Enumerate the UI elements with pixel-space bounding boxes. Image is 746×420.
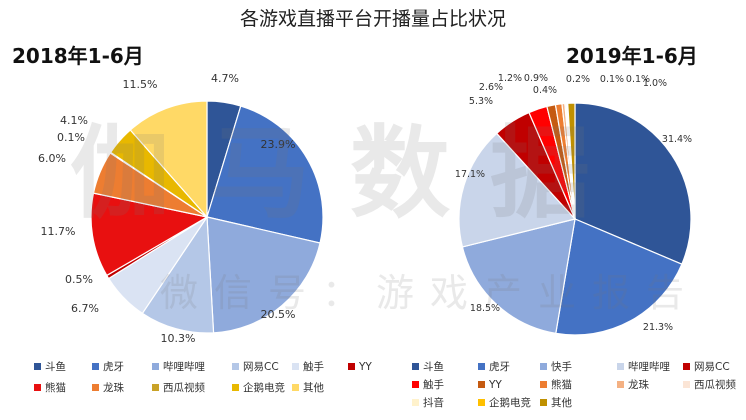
- legend-label-触手: 触手: [423, 378, 444, 391]
- pie-slice-斗鱼: [574, 102, 692, 265]
- data-label-网易CC: 5.3%: [469, 96, 493, 107]
- legend-label-熊猫: 熊猫: [45, 381, 66, 394]
- legend-swatch-企鹅电竞: [232, 384, 239, 391]
- data-label-斗鱼: 4.7%: [211, 72, 239, 85]
- data-label-哔哩哔哩: 20.5%: [261, 308, 296, 321]
- chart-title-2018: 2018年1-6月: [12, 44, 144, 68]
- legend-swatch-西瓜视频: [683, 381, 690, 388]
- legend-label-虎牙: 虎牙: [103, 361, 124, 373]
- legend-label-其他: 其他: [551, 396, 572, 409]
- pie-slice-其他: [567, 102, 576, 220]
- legend-label-抖音: 抖音: [423, 396, 444, 409]
- pie-slice-网易CC: [141, 215, 215, 334]
- legend-label-哔哩哔哩: 哔哩哔哩: [163, 360, 205, 373]
- legend-label-龙珠: 龙珠: [628, 378, 649, 391]
- pie-0: [90, 100, 324, 334]
- legend-swatch-虎牙: [92, 363, 99, 370]
- legend-label-西瓜视频: 西瓜视频: [694, 378, 736, 391]
- legend-label-哔哩哔哩: 哔哩哔哩: [628, 360, 670, 373]
- legend-swatch-YY: [478, 381, 485, 388]
- data-label-网易CC: 10.3%: [161, 332, 196, 345]
- legend-label-网易CC: 网易CC: [694, 361, 730, 373]
- pie-slice-虎牙: [206, 105, 324, 244]
- pie-slice-熊猫: [90, 192, 209, 277]
- legend-label-YY: YY: [488, 379, 502, 391]
- data-label-YY: 1.2%: [498, 73, 522, 84]
- legend-swatch-斗鱼: [412, 363, 419, 370]
- data-label-企鹅电竞: 4.1%: [60, 114, 88, 127]
- legend-swatch-西瓜视频: [152, 384, 159, 391]
- legend-swatch-龙珠: [92, 384, 99, 391]
- chart-title-2019: 2019年1-6月: [566, 44, 698, 68]
- data-label-YY: 0.5%: [65, 273, 93, 286]
- legend-swatch-其他: [292, 384, 299, 391]
- data-label-触手: 6.7%: [71, 302, 99, 315]
- legend-swatch-YY: [348, 363, 355, 370]
- data-label-哔哩哔哩: 17.1%: [455, 169, 485, 180]
- data-label-西瓜视频: 0.2%: [566, 74, 590, 85]
- legend-label-西瓜视频: 西瓜视频: [163, 381, 205, 394]
- legend-label-熊猫: 熊猫: [551, 378, 572, 391]
- legend-swatch-触手: [292, 363, 299, 370]
- legend-label-网易CC: 网易CC: [243, 361, 279, 373]
- legend-label-其他: 其他: [303, 381, 324, 394]
- legend-swatch-网易CC: [683, 363, 690, 370]
- legend-swatch-斗鱼: [34, 363, 41, 370]
- data-label-快手: 18.5%: [470, 303, 500, 314]
- data-label-龙珠: 6.0%: [38, 152, 66, 165]
- data-label-西瓜视频: 0.1%: [57, 131, 85, 144]
- pie-slice-哔哩哔哩: [206, 216, 321, 334]
- legend-swatch-其他: [540, 399, 547, 406]
- legend-label-斗鱼: 斗鱼: [45, 360, 66, 373]
- legend-swatch-快手: [540, 363, 547, 370]
- legend-swatch-熊猫: [540, 381, 547, 388]
- legend-swatch-龙珠: [617, 381, 624, 388]
- legend-label-斗鱼: 斗鱼: [423, 360, 444, 373]
- data-label-虎牙: 23.9%: [261, 138, 296, 151]
- data-label-龙珠: 0.4%: [533, 85, 557, 96]
- legend-label-企鹅电竞: 企鹅电竞: [489, 396, 531, 409]
- data-label-虎牙: 21.3%: [643, 322, 673, 333]
- legend-swatch-虎牙: [478, 363, 485, 370]
- data-label-斗鱼: 31.4%: [662, 134, 692, 145]
- pie-slice-虎牙: [555, 218, 683, 336]
- data-label-抖音: 0.1%: [600, 74, 624, 85]
- pie-1: [458, 102, 692, 336]
- legend-label-快手: 快手: [551, 360, 572, 373]
- main-title: 各游戏直播平台开播量占比状况: [239, 8, 506, 30]
- data-label-其他: 1.0%: [643, 78, 667, 89]
- data-label-企鹅电竞: 0.1%: [626, 74, 650, 85]
- legend-swatch-哔哩哔哩: [152, 363, 159, 370]
- legend-label-YY: YY: [358, 361, 372, 373]
- data-label-触手: 2.6%: [479, 82, 503, 93]
- data-label-熊猫: 0.9%: [524, 73, 548, 84]
- legend-label-虎牙: 虎牙: [489, 361, 510, 373]
- legend-label-龙珠: 龙珠: [103, 381, 124, 394]
- legend-swatch-哔哩哔哩: [617, 363, 624, 370]
- legend-label-企鹅电竞: 企鹅电竞: [243, 381, 285, 394]
- legend-swatch-熊猫: [34, 384, 41, 391]
- data-label-熊猫: 11.7%: [41, 225, 76, 238]
- pie-slice-其他: [129, 100, 208, 219]
- legend-label-触手: 触手: [303, 360, 324, 373]
- data-label-其他: 11.5%: [123, 78, 158, 91]
- legend-swatch-抖音: [412, 399, 419, 406]
- legend-swatch-触手: [412, 381, 419, 388]
- legend-swatch-企鹅电竞: [478, 399, 485, 406]
- legend-swatch-网易CC: [232, 363, 239, 370]
- pie-slice-哔哩哔哩: [458, 132, 577, 248]
- pie-slice-快手: [461, 218, 576, 335]
